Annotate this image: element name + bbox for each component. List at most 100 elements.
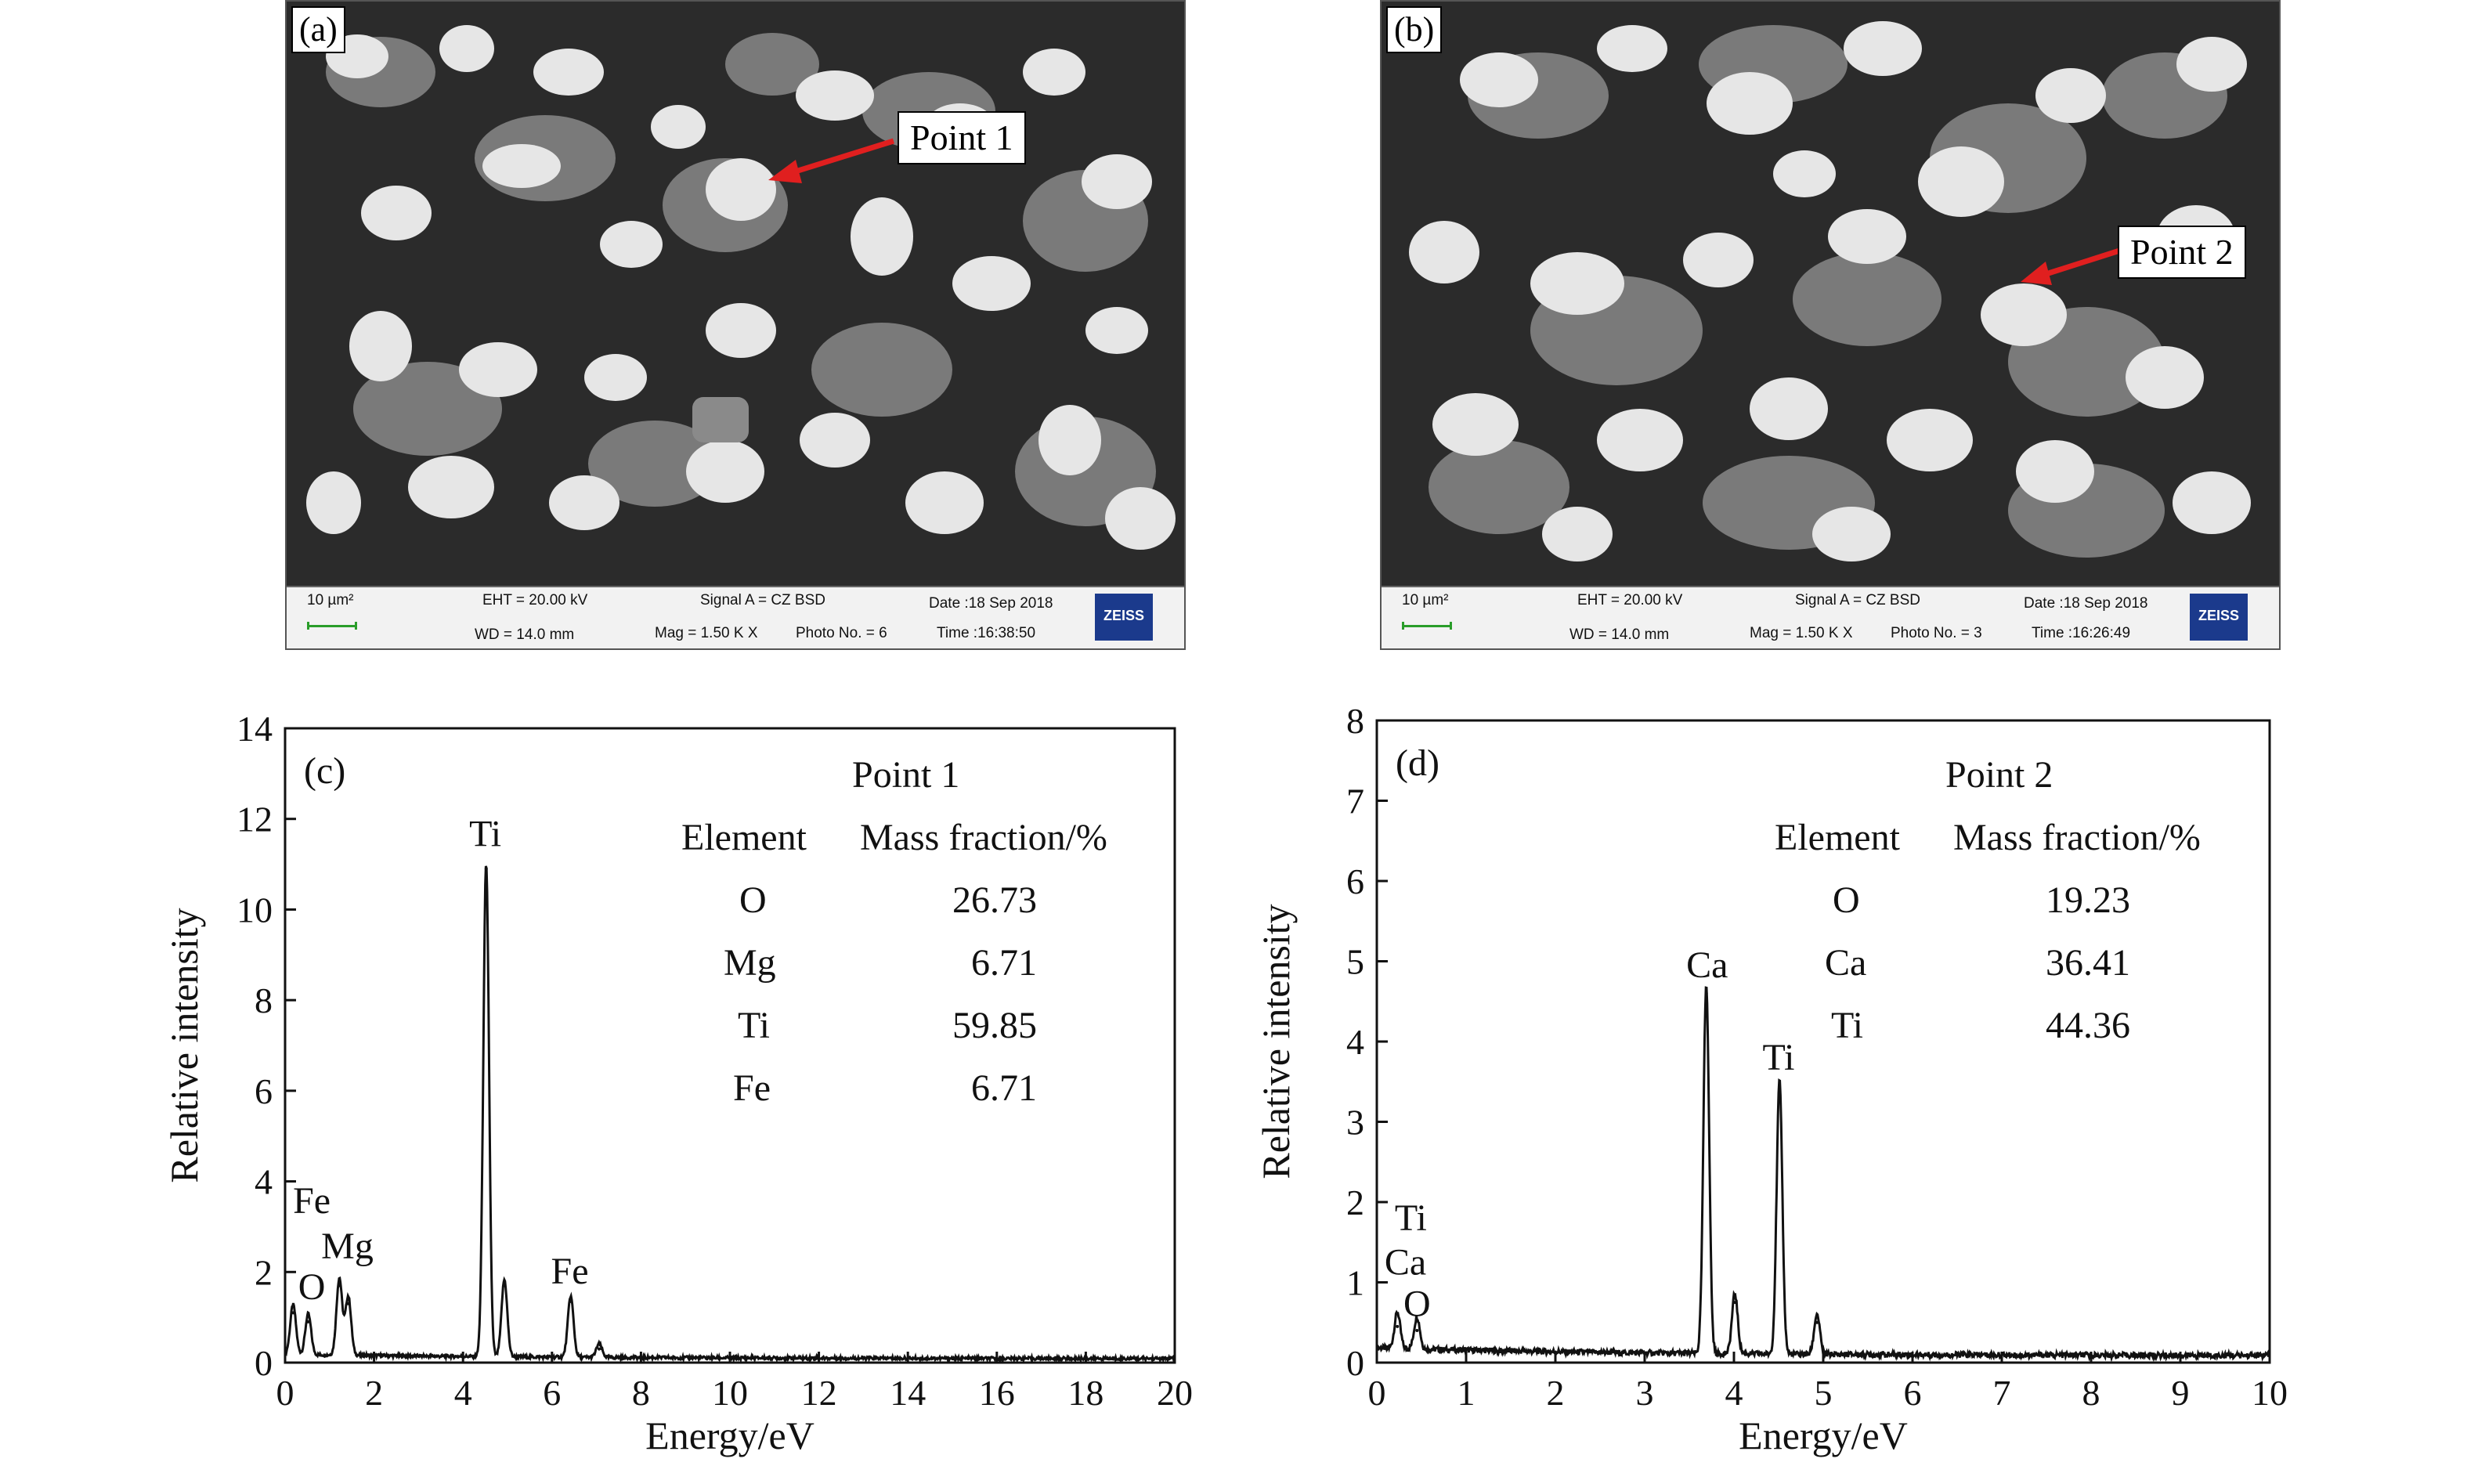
- y-tick-label: 14: [237, 709, 273, 749]
- date-text: Date :18 Sep 2018: [929, 595, 1053, 612]
- table-cell: Ca: [1825, 942, 1867, 984]
- peak-point: [1815, 1320, 1819, 1324]
- sem-databar-b: 10 µm² EHT = 20.00 kV WD = 14.0 mm Signa…: [1382, 586, 2279, 648]
- time-text: Time :16:26:49: [2032, 625, 2131, 641]
- sem-databar-a: 10 µm² EHT = 20.00 kV WD = 14.0 mm Signa…: [287, 586, 1184, 648]
- peak-label: Ca: [1385, 1241, 1426, 1283]
- scale-bar: [307, 622, 357, 630]
- signal-text: Signal A = CZ BSD: [700, 592, 825, 608]
- eds-spectrum-c: 0 2 4 6 8 10 12 14 16 18 20 0 2 4 6 8 10 12 14 Energy/eV Rel…: [162, 709, 1193, 1457]
- x-tick-label: 5: [1815, 1373, 1833, 1413]
- table-cell: 6.71: [971, 942, 1037, 984]
- panel-label: (c): [304, 750, 345, 792]
- panel-label-b: (b): [1386, 6, 1443, 53]
- scale-bar: [1402, 622, 1452, 630]
- table-cell: Mg: [724, 942, 776, 984]
- x-tick-label: 6: [1904, 1373, 1922, 1413]
- peak-label: Ca: [1686, 944, 1728, 986]
- x-tick-label: 18: [1067, 1373, 1103, 1413]
- peak-point: [569, 1299, 573, 1303]
- wd-text: WD = 14.0 mm: [475, 626, 575, 643]
- x-tick-label: 9: [2172, 1373, 2190, 1413]
- x-tick-label: 4: [1725, 1373, 1743, 1413]
- x-tick-label: 7: [1993, 1373, 2011, 1413]
- table-cell: 59.85: [952, 1005, 1037, 1046]
- table-cell: 36.41: [2046, 942, 2130, 984]
- sem-panel-b: (b) Point 2 10 µm² EHT = 20.00 kV WD = 1…: [1380, 0, 2281, 650]
- photo-text: Photo No. = 3: [1891, 625, 1982, 641]
- table-cell: O: [1833, 879, 1860, 921]
- y-tick-label: 10: [237, 890, 273, 930]
- table-title: Point 1: [852, 754, 960, 796]
- peak-point: [346, 1302, 350, 1305]
- y-tick-label: 4: [255, 1162, 273, 1202]
- date-text: Date :18 Sep 2018: [2024, 595, 2148, 612]
- spectrum-line: [284, 865, 1176, 1364]
- table-title: Point 2: [1945, 754, 2053, 796]
- y-tick-label: 0: [255, 1343, 273, 1383]
- peak-point: [1415, 1329, 1419, 1332]
- x-tick-label: 8: [2082, 1373, 2100, 1413]
- x-tick-label: 4: [454, 1373, 472, 1413]
- y-tick-label: 2: [1346, 1183, 1364, 1222]
- arrow-point-1: [768, 138, 895, 183]
- peak-label: Mg: [321, 1226, 374, 1267]
- peak-point: [484, 867, 488, 871]
- table-cell: Ti: [738, 1005, 770, 1046]
- eds-chart-d: 0 1 2 3 4 5 6 7 8 9 10 0 1 2 3 4 5 6 7 8 Energy/eV Relative i…: [1222, 689, 2467, 1480]
- x-axis-label: Energy/eV: [645, 1414, 815, 1457]
- peak-point: [291, 1311, 295, 1315]
- zeiss-logo: ZEISS: [2190, 594, 2248, 641]
- x-tick-label: 20: [1157, 1373, 1193, 1413]
- table-cell: 19.23: [2046, 879, 2130, 921]
- y-tick-label: 4: [1346, 1022, 1364, 1062]
- table-cell: 44.36: [2046, 1005, 2130, 1046]
- peak-point: [306, 1320, 310, 1323]
- peak-label: O: [1403, 1284, 1431, 1325]
- x-tick-label: 3: [1636, 1373, 1654, 1413]
- peak-label: Ti: [1763, 1037, 1795, 1078]
- peak-label: Ti: [1395, 1197, 1427, 1239]
- y-tick-label: 2: [255, 1252, 273, 1292]
- peak-label: Fe: [551, 1251, 589, 1292]
- spectrum-line: [1375, 986, 2271, 1363]
- peak-point: [598, 1347, 601, 1351]
- panel-label: (d): [1396, 742, 1439, 784]
- x-tick-label: 2: [1547, 1373, 1565, 1413]
- y-tick-label: 8: [255, 980, 273, 1020]
- peak-label: O: [298, 1266, 326, 1308]
- y-tick-label: 12: [237, 800, 273, 839]
- table-header-mass: Mass fraction/%: [860, 817, 1107, 858]
- table-header-element: Element: [1775, 817, 1900, 858]
- x-tick-label: 0: [276, 1373, 294, 1413]
- eht-text: EHT = 20.00 kV: [1577, 592, 1683, 608]
- x-tick-label: 0: [1368, 1373, 1386, 1413]
- peak-point: [503, 1284, 507, 1287]
- table-cell: O: [739, 879, 767, 921]
- x-tick-label: 16: [979, 1373, 1015, 1413]
- eds-chart-c: 0 2 4 6 8 10 12 14 16 18 20 0 2 4 6 8 10 12 14 Energy/eV Rel…: [0, 689, 1222, 1480]
- peak-label: Fe: [293, 1180, 330, 1222]
- photo-text: Photo No. = 6: [796, 625, 887, 641]
- sem-image-a: (a) Point 1 10 µm² EHT = 20.00 kV WD = 1…: [285, 0, 1186, 650]
- y-tick-label: 6: [1346, 861, 1364, 901]
- x-tick-label: 8: [632, 1373, 650, 1413]
- table-header-element: Element: [681, 817, 807, 858]
- x-axis-label: Energy/eV: [1739, 1414, 1908, 1457]
- peak-point: [1733, 1301, 1737, 1305]
- signal-text: Signal A = CZ BSD: [1795, 592, 1920, 608]
- scale-text: 10 µm²: [1402, 592, 1449, 608]
- sem-panel-a: (a) Point 1 10 µm² EHT = 20.00 kV WD = 1…: [285, 0, 1186, 650]
- eht-text: EHT = 20.00 kV: [482, 592, 588, 608]
- scale-text: 10 µm²: [307, 592, 354, 608]
- mag-text: Mag = 1.50 K X: [655, 625, 758, 641]
- time-text: Time :16:38:50: [937, 625, 1036, 641]
- y-axis-label: Relative intensity: [162, 908, 206, 1183]
- arrow-point-2: [2021, 244, 2131, 285]
- peak-point: [1704, 991, 1708, 995]
- y-tick-label: 6: [255, 1071, 273, 1111]
- peak-label: Ti: [469, 813, 501, 854]
- sem-micrograph-b: [1382, 2, 2279, 589]
- x-tick-label: 6: [543, 1373, 561, 1413]
- zeiss-logo: ZEISS: [1095, 594, 1153, 641]
